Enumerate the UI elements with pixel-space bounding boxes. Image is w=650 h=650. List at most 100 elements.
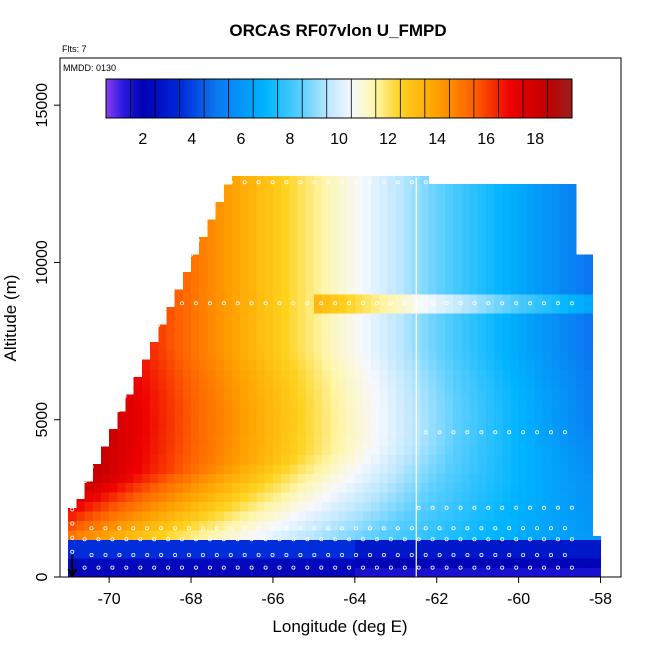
heatmap-cell (469, 388, 479, 399)
heatmap-cell (379, 341, 389, 352)
heatmap-cell (502, 227, 512, 238)
x-tick-label: -62 (425, 591, 448, 608)
colorbar-segment (481, 79, 485, 118)
heatmap-cell (338, 265, 348, 276)
heatmap-cell (518, 529, 528, 540)
heatmap-cell (338, 482, 348, 493)
heatmap-cell (403, 246, 413, 257)
heatmap-cell (559, 510, 569, 521)
heatmap-cell (141, 567, 151, 578)
observation-marker (214, 526, 219, 531)
heatmap-cell (363, 548, 372, 559)
heatmap-cell (387, 492, 397, 503)
heatmap-cell (207, 284, 217, 295)
observation-marker (486, 301, 491, 306)
heatmap-cell (84, 520, 94, 531)
colorbar-segment (508, 79, 512, 118)
heatmap-cell (428, 416, 438, 427)
heatmap-cell (223, 237, 233, 248)
observation-marker (423, 430, 428, 435)
observation-marker (555, 505, 560, 510)
heatmap-cell (338, 359, 348, 370)
heatmap-cell (231, 510, 241, 521)
colorbar-segment (297, 79, 301, 118)
x-axis: -70 -68 -66 -64 -62 -60 -58 (98, 577, 612, 608)
heatmap-cell (526, 520, 536, 531)
heatmap-cell (535, 284, 544, 295)
heatmap-cell (182, 510, 192, 521)
heatmap-cell (518, 444, 528, 455)
heatmap-cell (453, 548, 462, 559)
heatmap-cell (494, 520, 503, 531)
heatmap-cell (248, 567, 258, 578)
heatmap-cell (379, 529, 389, 540)
heatmap-cell (551, 397, 561, 408)
heatmap-cell (469, 256, 479, 267)
heatmap-cell (551, 369, 561, 380)
heatmap-cell (387, 558, 397, 569)
heatmap-cell (117, 548, 127, 559)
heatmap-cell (256, 199, 266, 210)
heatmap-cell (125, 539, 135, 550)
heatmap-cell (289, 265, 299, 276)
heatmap-cell (535, 208, 544, 220)
colorbar-segment (378, 79, 382, 118)
heatmap-cell (526, 378, 536, 389)
heatmap-cell (207, 331, 217, 342)
heatmap-cell (223, 510, 233, 521)
colorbar-segment (466, 79, 470, 118)
observation-marker (354, 526, 359, 531)
heatmap-cell (494, 208, 503, 220)
observation-marker (215, 195, 220, 200)
heatmap-cell (150, 378, 159, 389)
heatmap-cell (518, 341, 528, 352)
observation-marker (249, 565, 254, 570)
colorbar-segment (145, 79, 149, 118)
heatmap-cell (444, 388, 454, 399)
heatmap-cell (379, 397, 389, 408)
heatmap-cell (92, 539, 102, 550)
heatmap-cell (272, 473, 282, 484)
heatmap-cell (231, 190, 241, 201)
observation-marker (451, 526, 456, 531)
heatmap-cell (428, 397, 438, 408)
heatmap-cell (215, 567, 225, 578)
observation-marker (89, 553, 94, 558)
heatmap-cell (526, 284, 536, 295)
heatmap-cell (477, 454, 487, 465)
heatmap-cell (543, 529, 552, 540)
heatmap-cell (141, 529, 151, 540)
heatmap-cell (166, 473, 176, 484)
observation-marker (312, 180, 317, 185)
colorbar-segment (329, 79, 333, 118)
heatmap-cell (256, 227, 266, 238)
heatmap-cell (461, 284, 471, 295)
observation-marker (96, 450, 101, 455)
colorbar-segment (142, 79, 146, 118)
heatmap-cell (248, 341, 258, 352)
observation-marker (207, 537, 212, 542)
observation-marker (291, 565, 296, 570)
heatmap-cell (379, 190, 389, 201)
heatmap-cell (575, 256, 585, 267)
heatmap-cell (584, 492, 593, 503)
heatmap-cell (371, 520, 380, 531)
heatmap-cell (141, 426, 151, 437)
heatmap-cell (330, 567, 340, 578)
heatmap-cell (330, 265, 340, 276)
heatmap-cell (363, 246, 372, 257)
heatmap-cell (494, 218, 503, 229)
heatmap-cell (502, 397, 512, 408)
heatmap-cell (346, 284, 356, 295)
heatmap-cell (502, 463, 512, 474)
heatmap-cell (592, 539, 602, 550)
heatmap-cell (420, 501, 430, 512)
colorbar-segment (424, 79, 428, 118)
heatmap-cell (223, 454, 233, 465)
heatmap-cell (469, 237, 479, 248)
heatmap-cell (248, 265, 258, 276)
heatmap-cell (387, 397, 397, 408)
heatmap-cell (191, 322, 200, 333)
heatmap-cell (469, 567, 479, 578)
heatmap-cell (207, 378, 217, 389)
